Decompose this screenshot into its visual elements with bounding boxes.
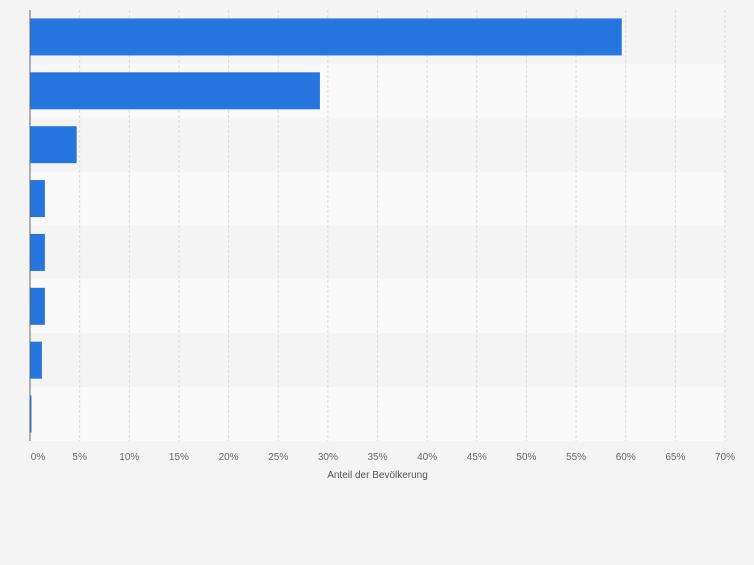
bar[interactable] bbox=[30, 233, 45, 271]
x-axis-label: Anteil der Bevölkerung bbox=[327, 470, 428, 481]
x-tick-label: 30% bbox=[318, 452, 338, 463]
x-tick-label: 70% bbox=[715, 452, 735, 463]
x-tick-label: 55% bbox=[566, 452, 586, 463]
bar[interactable] bbox=[30, 18, 622, 56]
bar[interactable] bbox=[30, 126, 77, 164]
x-tick-label: 10% bbox=[119, 452, 139, 463]
x-tick-label: 60% bbox=[616, 452, 636, 463]
bar[interactable] bbox=[30, 395, 32, 433]
x-tick-label: 5% bbox=[72, 452, 87, 463]
x-tick-label: 15% bbox=[169, 452, 189, 463]
x-tick-label: 65% bbox=[665, 452, 685, 463]
x-tick-labels: 0% 5% 10% 15% 20% 25% 30% 35% 40% 45% 50% 55% 60% 65%… bbox=[31, 452, 735, 463]
x-tick-label: 50% bbox=[516, 452, 536, 463]
x-tick-label: 40% bbox=[417, 452, 437, 463]
x-tick-label: 35% bbox=[367, 452, 387, 463]
x-tick-label: 25% bbox=[268, 452, 288, 463]
x-tick-label: 20% bbox=[219, 452, 239, 463]
x-tick-label: 45% bbox=[467, 452, 487, 463]
x-tick-label: 0% bbox=[31, 452, 46, 463]
bar[interactable] bbox=[30, 287, 45, 325]
bar[interactable] bbox=[30, 180, 45, 218]
bar[interactable] bbox=[30, 341, 42, 379]
bars bbox=[30, 18, 622, 433]
bar[interactable] bbox=[30, 72, 320, 110]
